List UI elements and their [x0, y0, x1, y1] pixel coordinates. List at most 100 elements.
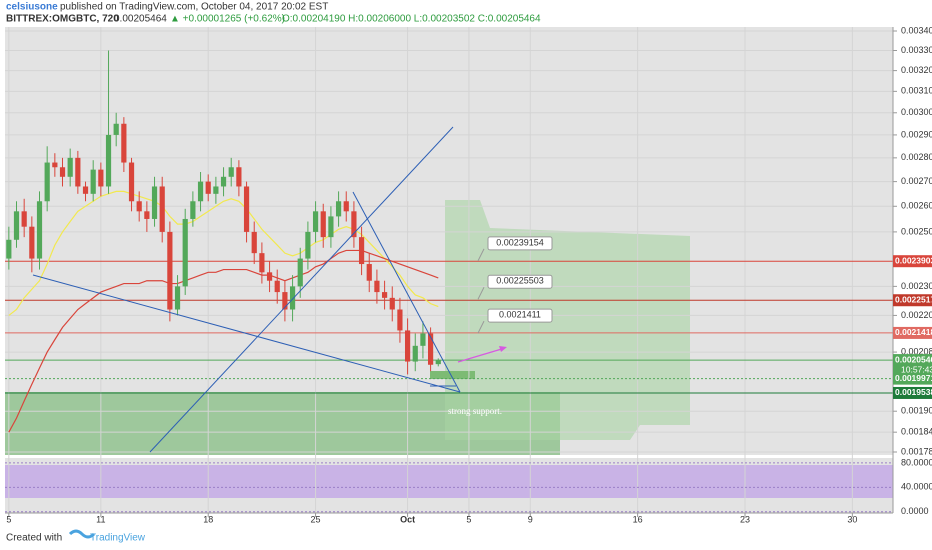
candle-body	[144, 211, 150, 219]
callout-pointer	[477, 320, 485, 334]
y-tick-label: 0.00230000	[901, 281, 932, 291]
candle-body	[190, 201, 196, 219]
candle-body	[259, 253, 265, 273]
candle-body	[121, 123, 127, 163]
trend-line	[149, 126, 454, 453]
callout-box	[487, 236, 553, 251]
arrow	[457, 347, 506, 363]
candle-body	[6, 239, 12, 259]
callout-label: 0.00225503	[496, 276, 544, 286]
moving-average	[8, 249, 439, 433]
candle-body	[105, 134, 112, 187]
candle-body	[67, 157, 73, 177]
arrow-head	[499, 346, 507, 352]
candle-body	[427, 333, 434, 365]
symbol: BITTREX:OMGBTC, 720	[6, 14, 119, 25]
candle-body	[159, 186, 165, 232]
footer-created: Created with	[6, 533, 62, 544]
candle-body	[397, 309, 403, 331]
candle-body	[243, 186, 250, 232]
candle-body	[36, 201, 43, 259]
candle-body	[44, 162, 50, 202]
moving-average	[8, 190, 439, 316]
callout-box	[487, 274, 553, 289]
x-tick-label: 18	[203, 514, 213, 524]
candle-body	[381, 292, 388, 298]
last-price: 0.00205464	[114, 14, 167, 25]
candle-body	[435, 360, 441, 365]
x-tick-label: 11	[96, 514, 105, 524]
trend-line	[352, 191, 461, 393]
candle-body	[412, 345, 418, 362]
level-label-box	[893, 255, 932, 268]
candle-body	[312, 211, 319, 232]
candle-body	[75, 157, 81, 187]
y-tick-label: 0.00320000	[901, 65, 932, 75]
x-tick-label: Oct	[400, 514, 415, 524]
candle-body	[167, 231, 173, 310]
change: ▲ +0.00001265 (+0.62%)	[170, 14, 285, 25]
candle-body	[136, 201, 142, 212]
callout-pointer	[477, 248, 485, 262]
level-label-box	[893, 372, 932, 385]
y-tick-label: 0.00310000	[901, 86, 932, 96]
candle-body	[174, 286, 181, 310]
level-label-box	[893, 326, 932, 339]
candle-body	[389, 297, 395, 310]
callout-label: 0.00239154	[496, 237, 544, 247]
candle-body	[320, 211, 326, 238]
x-tick-label: 16	[633, 514, 643, 524]
candle-body	[205, 181, 211, 194]
published: published on TradingView.com, October 04…	[60, 2, 328, 13]
level-label: 0.00199717	[895, 373, 932, 383]
x-tick-label: 23	[740, 514, 750, 524]
candle-body	[82, 186, 89, 194]
candle-body	[289, 286, 296, 310]
logo	[68, 529, 96, 539]
candle-body	[420, 333, 426, 346]
trend-line	[32, 274, 461, 393]
indicator-tick-label: 0.0000	[901, 506, 929, 516]
indicator-tick-label: 80.0000	[901, 457, 932, 467]
x-tick-label: 5	[6, 514, 11, 524]
candle-body	[197, 181, 204, 202]
x-tick-label: 5	[466, 514, 471, 524]
level-label: 0.00195381	[895, 387, 932, 397]
y-tick-label: 0.00340000	[901, 25, 932, 35]
projection-zone	[445, 200, 690, 440]
candle-body	[98, 169, 104, 187]
y-tick-label: 0.00290000	[901, 129, 932, 139]
y-tick-label: 0.00330000	[901, 45, 932, 55]
candle-body	[282, 292, 288, 310]
countdown-box	[893, 365, 932, 376]
candle-body	[113, 123, 119, 135]
callout-label: 0.0021411	[499, 310, 541, 320]
candle-body	[213, 186, 219, 194]
candle-body	[90, 169, 96, 194]
y-tick-label: 0.00220000	[901, 310, 932, 320]
candle-body	[266, 272, 273, 281]
candle-body	[374, 280, 380, 293]
y-tick-label: 0.00260000	[901, 201, 932, 211]
indicator-band	[5, 465, 893, 498]
level-label-box	[893, 294, 932, 307]
candle-body	[59, 167, 66, 177]
candle-body	[21, 211, 27, 227]
author[interactable]: celsiusone	[6, 2, 58, 13]
candle-body	[335, 201, 342, 217]
y-tick-label: 0.00280000	[901, 152, 932, 162]
ohlc: O:0.00204190 H:0.00206000 L:0.00203502 C…	[282, 14, 541, 25]
x-tick-label: 9	[528, 514, 533, 524]
x-tick-label: 30	[847, 514, 857, 524]
candle-body	[328, 216, 334, 238]
y-tick-label: 0.00184000	[901, 427, 932, 437]
y-tick-label: 0.00178500	[901, 446, 932, 456]
y-tick-label: 0.00270000	[901, 176, 932, 186]
candle-body	[305, 231, 311, 259]
candle-body	[366, 264, 372, 281]
level-label: 0.00225173	[895, 294, 932, 304]
candle-body	[151, 186, 158, 219]
candle-body	[128, 162, 135, 202]
footer-brand[interactable]: TradingView	[90, 533, 146, 544]
candle-body	[297, 258, 303, 287]
